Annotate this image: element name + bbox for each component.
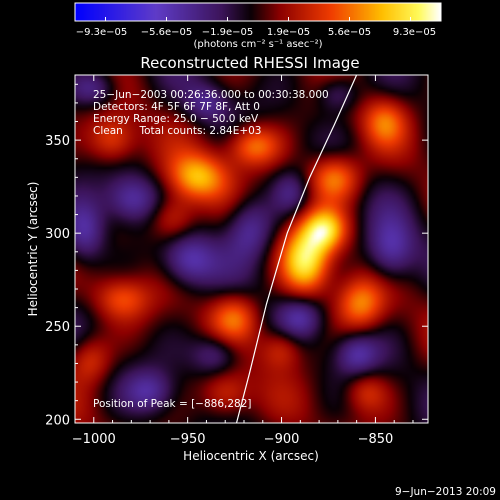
- colorbar-tick-label: −1.9e−05: [202, 27, 254, 38]
- x-tick-label: −900: [264, 432, 300, 447]
- colorbar-tick-label: 9.3e−05: [393, 27, 436, 38]
- annotation-block: 25−Jun−2003 00:26:36.000 to 00:30:38.000…: [93, 89, 329, 137]
- annotation-line: 25−Jun−2003 00:26:36.000 to 00:30:38.000: [93, 89, 329, 101]
- x-axis-ticks: −1000 −950 −900 −850: [72, 75, 414, 447]
- annotation-line: Detectors: 4F 5F 6F 7F 8F, Att 0: [93, 101, 260, 113]
- plot-frame: [74, 74, 429, 424]
- colorbar-gradient: [75, 3, 441, 21]
- colorbar-frame: [74, 2, 442, 22]
- footer-timestamp: 9−Jun−2013 20:09: [395, 486, 496, 498]
- colorbar-ticks: −9.3e−05 −5.6e−05 −1.9e−05 1.9e−05 5.6e−05 9.…: [76, 17, 436, 38]
- y-axis-ticks: 200 250 300 350: [45, 83, 428, 428]
- y-tick-label: 250: [45, 320, 70, 335]
- x-tick-label: −850: [358, 432, 394, 447]
- x-axis-label: Heliocentric X (arcsec): [183, 449, 319, 463]
- colorbar-tick-label: −5.6e−05: [141, 27, 193, 38]
- colorbar-tick-label: 1.9e−05: [267, 27, 310, 38]
- y-tick-label: 350: [45, 134, 70, 149]
- annotation-line: Energy Range: 25.0 − 50.0 keV: [93, 113, 259, 125]
- colorbar-tick-label: 5.6e−05: [328, 27, 371, 38]
- plot-area: 25−Jun−2003 00:26:36.000 to 00:30:38.000…: [45, 74, 429, 447]
- annotation-line: Clean Total counts: 2.84E+03: [93, 125, 262, 137]
- chart-title: Reconstructed RHESSI Image: [140, 54, 359, 72]
- y-tick-label: 200: [45, 413, 70, 428]
- solar-limb-curve: [235, 74, 358, 424]
- x-tick-label: −950: [170, 432, 206, 447]
- colorbar: −9.3e−05 −5.6e−05 −1.9e−05 1.9e−05 5.6e−05 9.…: [74, 2, 442, 50]
- colorbar-unit: (photons cm⁻² s⁻¹ asec⁻²): [193, 39, 322, 50]
- y-tick-label: 300: [45, 227, 70, 242]
- x-tick-label: −1000: [72, 432, 116, 447]
- peak-position-label: Position of Peak = [−886,282]: [93, 398, 252, 410]
- colorbar-tick-label: −9.3e−05: [76, 27, 128, 38]
- y-axis-label: Heliocentric Y (arcsec): [26, 182, 40, 317]
